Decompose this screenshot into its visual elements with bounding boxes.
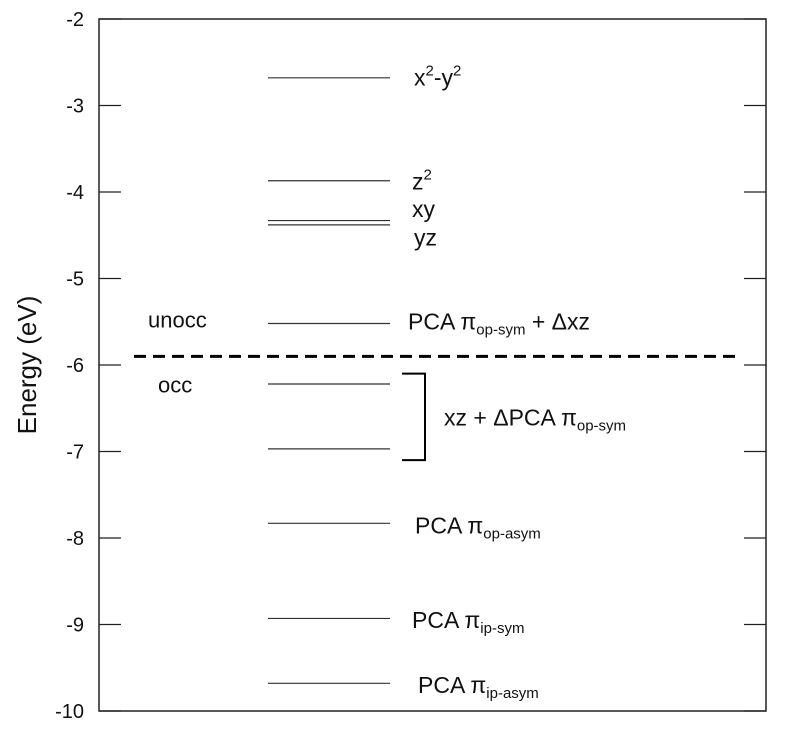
y-tick-label: -7 — [66, 442, 84, 464]
level-label-part: 2 — [426, 63, 434, 80]
level-label-part: PCA π — [408, 309, 476, 335]
y-tick-label: -2 — [66, 9, 84, 31]
level-label-z2: z2 — [412, 166, 432, 194]
level-label-part: op-asym — [483, 526, 541, 543]
y-tick-label: -8 — [66, 528, 84, 550]
y-axis-tick-labels: -2 -3 -4 -5 -6 -7 -8 -9 -10 — [55, 9, 84, 723]
level-label-part: -y — [434, 65, 454, 91]
degenerate-pair-bracket — [402, 372, 426, 462]
region-label-unocc: unocc — [148, 308, 207, 333]
level-label-pca-op-sym-dxz: PCA πop-sym + Δxz — [408, 309, 590, 339]
level-label-part: PCA π — [418, 672, 486, 698]
level-label-xy: xy — [412, 196, 436, 222]
level-label-xz-dpca: xz + ΔPCA πop-sym — [444, 405, 626, 435]
level-label-pca-ip-sym: PCA πip-sym — [412, 607, 524, 637]
y-tick-label: -4 — [66, 182, 84, 204]
level-label-part: xz + ΔPCA π — [444, 405, 577, 431]
level-label-yz: yz — [414, 225, 437, 251]
level-label-part: PCA π — [412, 607, 480, 633]
y-tick-label: -5 — [66, 269, 84, 291]
level-label-part: yz — [414, 225, 437, 251]
region-labels: unocc occ — [148, 308, 207, 398]
level-label-x2-y2: x2-y2 — [414, 63, 461, 91]
y-axis-label: Energy (eV) — [12, 296, 42, 435]
y-axis-ticks — [99, 18, 766, 712]
y-tick-label: -9 — [66, 615, 84, 637]
level-label-part: ip-sym — [480, 620, 524, 637]
region-label-occ: occ — [158, 372, 192, 397]
energy-levels — [268, 77, 390, 684]
level-label-part: x — [414, 65, 426, 91]
level-label-part: PCA π — [415, 513, 483, 539]
level-label-part: z — [412, 168, 424, 194]
y-tick-label: -6 — [66, 355, 84, 377]
level-label-pca-ip-asym: PCA πip-asym — [418, 672, 539, 702]
level-label-part: op-sym — [476, 321, 525, 338]
level-label-part: op-sym — [577, 417, 626, 434]
y-tick-label: -10 — [55, 701, 84, 723]
level-label-part: ip-asym — [486, 685, 539, 702]
level-label-part: xy — [412, 196, 436, 222]
level-label-pca-op-asym: PCA πop-asym — [415, 513, 541, 543]
level-label-part: 2 — [424, 166, 432, 183]
y-tick-label: -3 — [66, 96, 84, 118]
level-label-part: + Δxz — [525, 309, 590, 335]
level-label-part: 2 — [453, 63, 461, 80]
